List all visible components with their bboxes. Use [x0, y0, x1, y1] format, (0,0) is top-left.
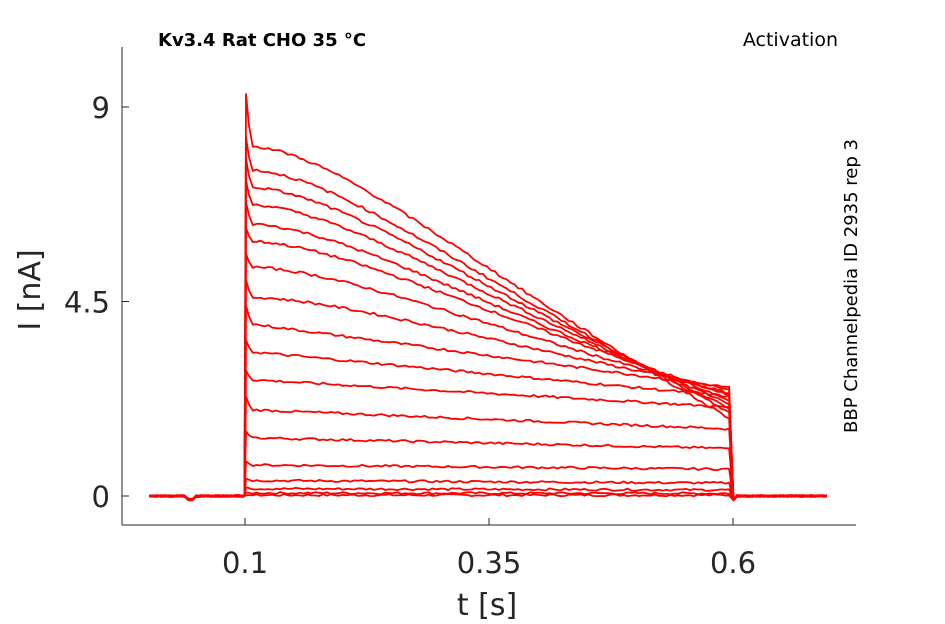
current-trace-6 — [149, 430, 827, 502]
x-axis-label: t [s] — [457, 588, 517, 623]
x-tick-label: 0.1 — [222, 546, 268, 580]
current-trace-4 — [149, 477, 827, 502]
y-tick-label: 0 — [92, 480, 110, 514]
current-trace-16 — [149, 158, 827, 502]
x-tick-label: 0.6 — [710, 546, 756, 580]
current-trace-12 — [149, 253, 827, 502]
current-trace-8 — [149, 369, 827, 502]
traces — [149, 93, 828, 502]
current-trace-3 — [149, 486, 827, 502]
y-axis-label: I [nA] — [13, 249, 48, 330]
current-trace-14 — [149, 201, 827, 502]
current-trace-11 — [149, 279, 827, 502]
current-trace-7 — [149, 395, 827, 502]
current-trace-18 — [149, 93, 827, 502]
side-label: BBP Channelpedia ID 2935 rep 3 — [841, 139, 862, 433]
current-trace-1 — [149, 493, 827, 502]
current-trace-5 — [149, 460, 827, 502]
current-trace-13 — [149, 227, 827, 502]
current-trace-15 — [149, 179, 827, 502]
y-tick-label: 4.5 — [64, 286, 110, 320]
y-tick-label: 9 — [92, 91, 110, 125]
chart-title-right: Activation — [743, 29, 838, 51]
current-trace-2 — [149, 491, 827, 502]
current-trace-17 — [149, 136, 827, 502]
x-tick-label: 0.35 — [457, 546, 522, 580]
chart-title-left: Kv3.4 Rat CHO 35 °C — [158, 30, 366, 51]
ticks: 0.1 0.35 0.6 0 4.5 9 — [64, 91, 756, 580]
